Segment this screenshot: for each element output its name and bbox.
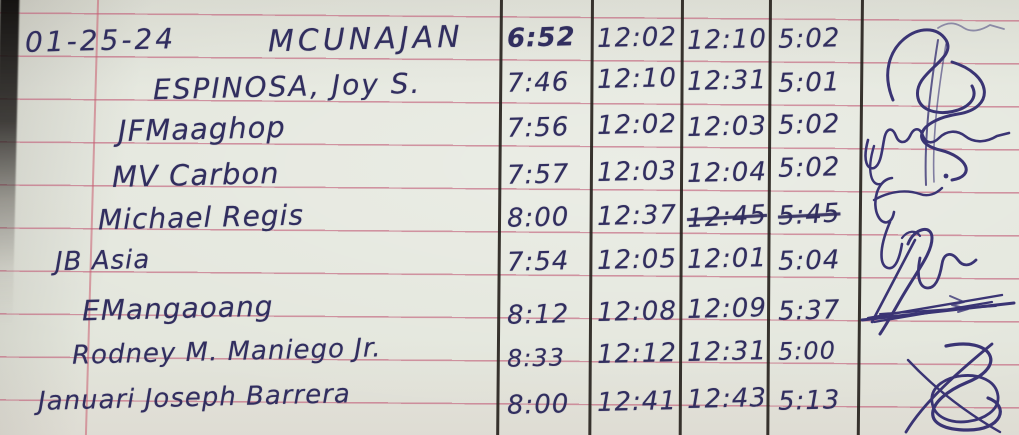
time-cell: 7:46 xyxy=(506,67,570,99)
time-cell-struck: 5:45 xyxy=(777,198,842,232)
time-cell: 5:37 xyxy=(777,295,841,327)
time-cell: 12:12 xyxy=(596,338,678,370)
time-cell: 12:37 xyxy=(596,200,678,232)
time-cell: 12:04 xyxy=(686,157,768,189)
time-cell: 7:56 xyxy=(506,112,570,144)
time-cell: 12:03 xyxy=(596,156,678,188)
name-cell: MCUNAJAN xyxy=(267,19,464,60)
time-cell: 6:52 xyxy=(506,22,577,54)
time-cell: 12:03 xyxy=(686,111,768,143)
time-cell: 8:12 xyxy=(506,299,570,331)
time-cell: 5:02 xyxy=(777,23,841,55)
name-cell: MV Carbon xyxy=(111,155,280,195)
time-cell: 7:54 xyxy=(506,246,570,278)
time-cell: 12:43 xyxy=(686,383,768,415)
time-cell: 12:10 xyxy=(686,24,768,56)
time-cell: 12:31 xyxy=(686,336,768,368)
date-cell: 01-25-24 xyxy=(24,22,177,59)
name-cell: ESPINOSA, Joy S. xyxy=(152,66,422,107)
time-cell: 8:00 xyxy=(506,389,570,421)
time-cell: 5:00 xyxy=(777,336,837,366)
time-cell: 12:31 xyxy=(686,65,768,97)
time-cell: 12:41 xyxy=(596,386,678,418)
name-cell: Michael Regis xyxy=(97,198,305,237)
time-cell: 12:01 xyxy=(686,243,768,275)
time-cell: 12:08 xyxy=(596,296,678,328)
time-cell: 12:05 xyxy=(596,244,678,276)
name-cell: EMangaoang xyxy=(81,289,274,328)
time-cell-struck: 12:45 xyxy=(686,199,768,235)
time-cell: 12:02 xyxy=(596,109,678,141)
time-cell: 5:04 xyxy=(777,245,841,277)
time-cell: 12:02 xyxy=(596,22,678,54)
time-cell: 5:01 xyxy=(777,67,841,99)
time-cell: 5:02 xyxy=(777,109,841,141)
time-cell: 5:13 xyxy=(777,385,841,417)
name-cell: JB Asia xyxy=(54,244,151,278)
time-cell: 8:33 xyxy=(506,343,566,373)
time-cell: 8:00 xyxy=(506,202,570,234)
time-cell: 12:09 xyxy=(686,293,768,325)
name-cell: JFMaaghop xyxy=(117,109,287,149)
time-cell: 5:02 xyxy=(777,152,841,184)
time-cell: 7:57 xyxy=(506,159,570,191)
time-cell: 12:10 xyxy=(596,63,678,95)
